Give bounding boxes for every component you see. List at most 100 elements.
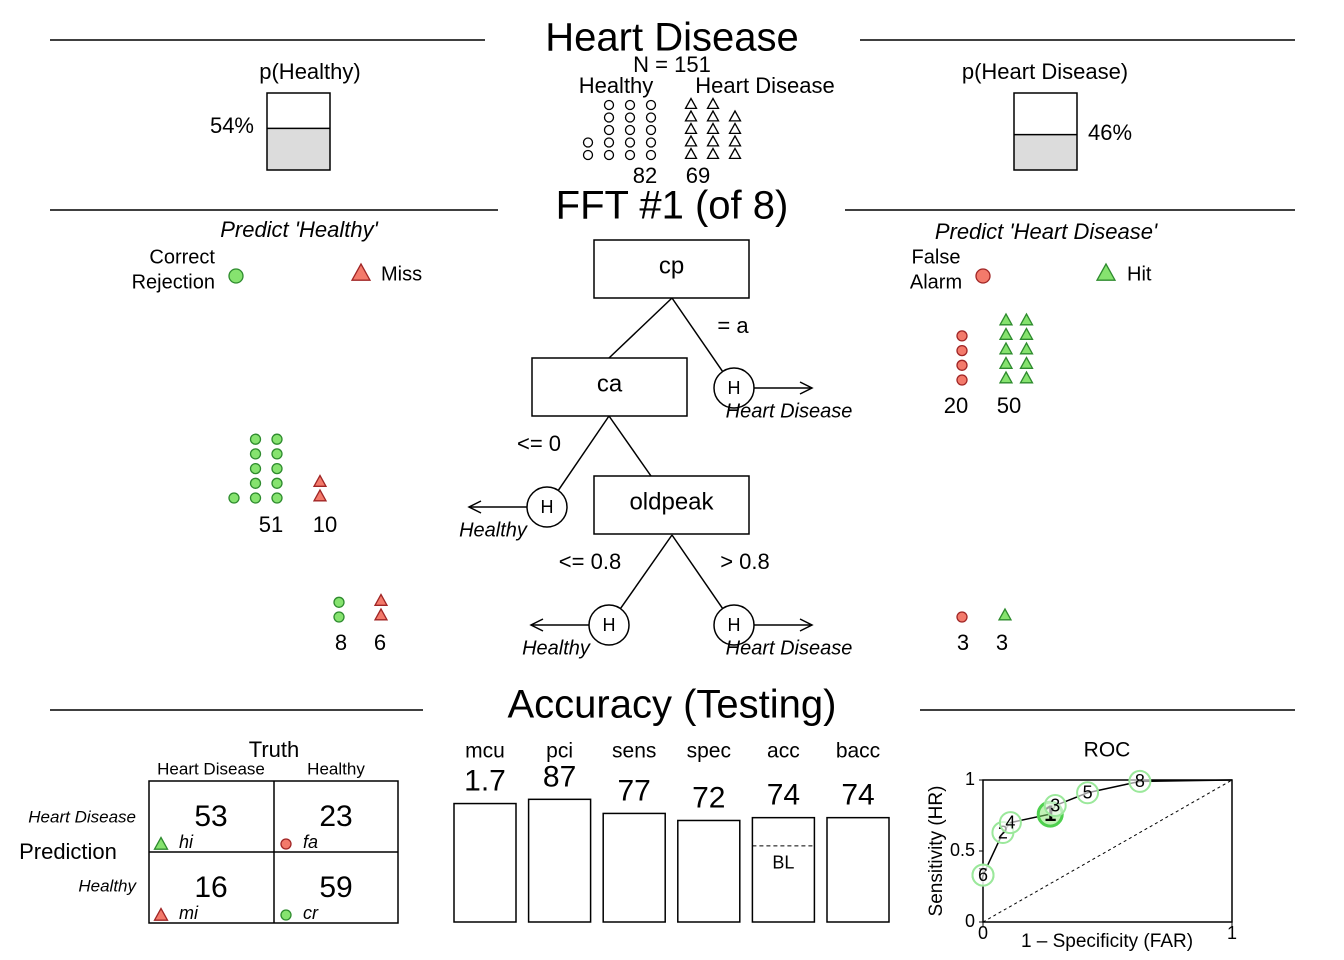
edge-label: = a [717,313,749,338]
matrix-truth: Truth [249,737,300,762]
metric-name: pci [546,740,573,763]
icon [1019,341,1034,355]
class-count: 82 [633,163,657,188]
icon [249,492,262,504]
icon [582,149,594,161]
metric-name: bacc [836,740,880,763]
metric-value: 77 [618,774,651,807]
icon [998,312,1014,326]
matrix-row: Heart Disease [28,807,136,826]
icon [153,907,169,921]
roc-point-label: 6 [978,865,988,885]
roc-point-label: 2 [998,822,1008,842]
icon [603,137,615,148]
right-heading: Predict 'Heart Disease' [935,219,1158,244]
count: 3 [996,630,1008,655]
metric-value: 87 [543,760,576,793]
icon [706,147,720,160]
icon [684,97,698,110]
icon [956,611,968,623]
legend-label: Rejection [132,271,215,293]
metric-bar [527,798,592,923]
arrow-head [799,381,814,395]
matrix-cell-label: cr [303,903,319,923]
edge [619,534,673,610]
edge-label: <= 0 [517,431,561,456]
class-count: 69 [686,163,710,188]
exit-symbol: H [728,378,741,398]
legend-label: Hit [1127,263,1152,285]
roc-point-label: 4 [1005,812,1015,832]
exit-label: Heart Disease [726,400,853,422]
tree-title: FFT #1 (of 8) [556,184,789,228]
metric-name: spec [687,740,731,763]
icon [249,448,262,460]
icon [684,134,698,147]
icon [1019,356,1034,369]
roc-point [1043,794,1067,818]
icon [603,99,615,111]
icon [271,492,283,504]
icon [271,433,283,445]
roc-point-label: 5 [1083,783,1093,803]
icon [312,474,328,487]
icon [997,607,1013,621]
p-box [1013,92,1078,171]
matrix-col: Heart Disease [157,759,265,778]
node-label: ca [597,370,623,397]
icon-group [373,593,389,621]
icon [956,330,968,342]
exit-symbol: H [541,497,554,517]
count: 3 [957,630,969,655]
matrix-cell-label: mi [179,903,199,923]
roc-point [998,811,1022,835]
x-axis-label: 1 – Specificity (FAR) [1021,931,1193,952]
node-label: cp [659,252,684,279]
metric-bar [826,816,890,923]
icon [280,909,292,921]
icon [603,112,615,123]
legend-label: Correct [149,246,215,268]
p-label: p(Heart Disease) [962,59,1128,84]
edge-label: > 0.8 [720,549,770,574]
icon [624,137,636,148]
icon-group [956,330,968,386]
matrix-prediction: Prediction [19,839,117,864]
icon [684,122,698,135]
count: 50 [997,393,1021,418]
icon [624,99,636,111]
matrix-value: 53 [194,800,227,833]
icon [249,462,262,475]
icon [706,134,720,147]
p-fill [1014,134,1077,170]
edge [557,415,610,491]
edge [671,534,724,609]
y-tick-label: 0 [965,911,975,931]
roc-point-label: 3 [1050,795,1060,815]
roc-point [971,863,995,887]
icon-group [333,596,345,623]
icon [645,99,657,111]
roc-point [1128,769,1152,793]
metric-value: 74 [841,779,874,812]
icon [728,147,742,160]
matrix-cell-label: hi [179,832,194,852]
icon [333,596,345,608]
count: 20 [944,393,968,418]
exit-label: Healthy [522,637,591,659]
exit-label: Heart Disease [726,637,853,659]
y-tick-label: 1 [965,769,975,789]
n-label: N = 151 [633,52,711,77]
edge [671,297,724,372]
count: 51 [259,512,283,537]
edge-label: <= 0.8 [559,549,621,574]
icon [1095,262,1117,281]
icon [271,448,283,460]
icon-group [312,474,328,502]
p-value: 46% [1088,120,1132,145]
exit-symbol: H [728,615,741,635]
x-tick-label: 1 [1227,923,1237,943]
icon-group [582,99,657,161]
y-tick-label: 0.5 [950,840,975,860]
